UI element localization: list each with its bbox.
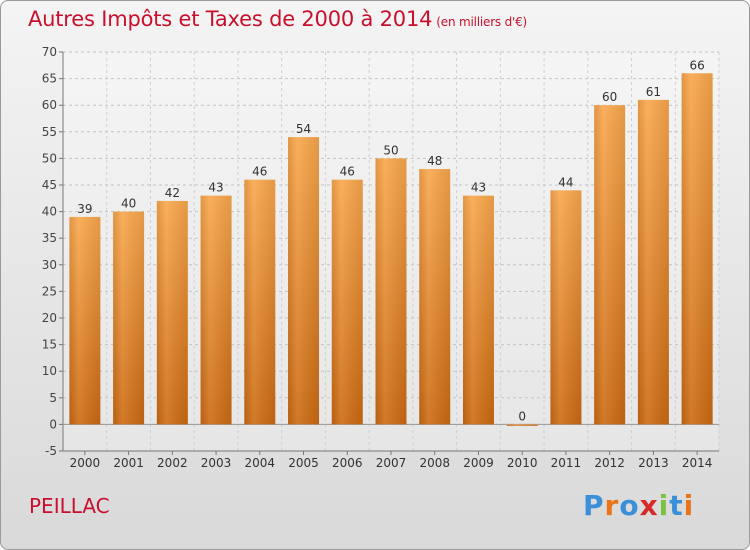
- logo-letter: x: [639, 489, 659, 522]
- x-tick-label-2012: 2012: [594, 456, 625, 470]
- y-tick-label: 10: [42, 364, 57, 378]
- value-label-2005: 54: [296, 122, 311, 136]
- proxiti-logo: Proxiti: [583, 489, 694, 522]
- bar-shade-2006: [331, 179, 363, 425]
- bar-shade-2010: [506, 424, 538, 426]
- value-label-2008: 48: [427, 154, 442, 168]
- bars: [69, 73, 713, 426]
- logo-letter: i: [658, 489, 670, 522]
- y-tick-label: 50: [42, 151, 57, 165]
- x-tick-label-2007: 2007: [376, 456, 407, 470]
- logo-letter: P: [583, 489, 605, 522]
- value-label-2002: 42: [165, 186, 180, 200]
- bar-shade-2012: [594, 105, 626, 425]
- y-tick-label: 20: [42, 311, 57, 325]
- bar-shade-2014: [681, 73, 713, 425]
- value-label-2012: 60: [602, 90, 617, 104]
- y-tick-label: -5: [45, 444, 57, 458]
- y-tick-label: 70: [42, 45, 57, 59]
- value-label-2010: 0: [518, 409, 526, 423]
- value-label-2003: 43: [208, 181, 223, 195]
- bar-shade-2001: [113, 211, 145, 425]
- value-label-2013: 61: [646, 85, 661, 99]
- x-tick-label-2001: 2001: [113, 456, 144, 470]
- y-tick-label: 0: [49, 417, 57, 431]
- value-label-2007: 50: [383, 143, 398, 157]
- x-tick-label-2008: 2008: [419, 456, 450, 470]
- logo-letter: o: [619, 489, 640, 522]
- bar-shade-2005: [288, 137, 320, 425]
- y-tick-label: 35: [42, 231, 57, 245]
- commune-name: PEILLAC: [29, 494, 110, 518]
- value-label-2006: 46: [340, 165, 355, 179]
- x-tick-label-2013: 2013: [638, 456, 669, 470]
- value-label-2004: 46: [252, 165, 267, 179]
- bar-shade-2011: [550, 190, 582, 425]
- bar-shade-2000: [69, 216, 101, 425]
- y-tick-label: 55: [42, 125, 57, 139]
- logo-letter: i: [683, 489, 695, 522]
- logo-letter: t: [669, 489, 684, 522]
- y-tick-label: 30: [42, 258, 57, 272]
- y-tick-label: 65: [42, 72, 57, 86]
- bar-shade-2009: [462, 195, 494, 425]
- value-label-2014: 66: [689, 58, 704, 72]
- y-tick-label: 45: [42, 178, 57, 192]
- x-tick-label-2000: 2000: [70, 456, 101, 470]
- x-tick-label-2010: 2010: [507, 456, 538, 470]
- bar-shade-2007: [375, 158, 407, 425]
- y-tick-label: 15: [42, 338, 57, 352]
- x-tick-label-2005: 2005: [288, 456, 319, 470]
- y-tick-label: 25: [42, 284, 57, 298]
- axes: -5 0 5 10 15 20 25 30 35 40 45 50 55 60 65 70 2000 2001 20…: [42, 45, 719, 470]
- x-tick-label-2014: 2014: [682, 456, 713, 470]
- bar-shade-2003: [200, 195, 232, 425]
- x-tick-label-2002: 2002: [157, 456, 188, 470]
- x-tick-label-2011: 2011: [551, 456, 582, 470]
- bar-shade-2002: [156, 200, 188, 425]
- chart-title-text: Autres Impôts et Taxes de 2000 à 2014: [28, 7, 433, 31]
- y-tick-label: 60: [42, 98, 57, 112]
- x-tick-label-2006: 2006: [332, 456, 363, 470]
- bar-shade-2013: [637, 99, 669, 425]
- y-tick-label: 5: [49, 391, 57, 405]
- value-label-2001: 40: [121, 197, 136, 211]
- bar-shade-2004: [244, 179, 276, 425]
- chart-title: Autres Impôts et Taxes de 2000 à 2014 (en…: [28, 7, 527, 31]
- chart-unit: (en milliers d'€): [436, 15, 528, 29]
- value-label-2000: 39: [77, 202, 92, 216]
- value-label-2009: 43: [471, 181, 486, 195]
- x-tick-label-2003: 2003: [201, 456, 232, 470]
- x-tick-label-2004: 2004: [245, 456, 276, 470]
- value-label-2011: 44: [558, 175, 573, 189]
- x-tick-label-2009: 2009: [463, 456, 494, 470]
- y-tick-label: 40: [42, 205, 57, 219]
- logo-letter: r: [604, 489, 620, 522]
- data-labels: 39 40 42 43 46 54 46 50 48 43 0 44 60 61 66: [77, 58, 705, 423]
- bar-shade-2008: [419, 169, 451, 425]
